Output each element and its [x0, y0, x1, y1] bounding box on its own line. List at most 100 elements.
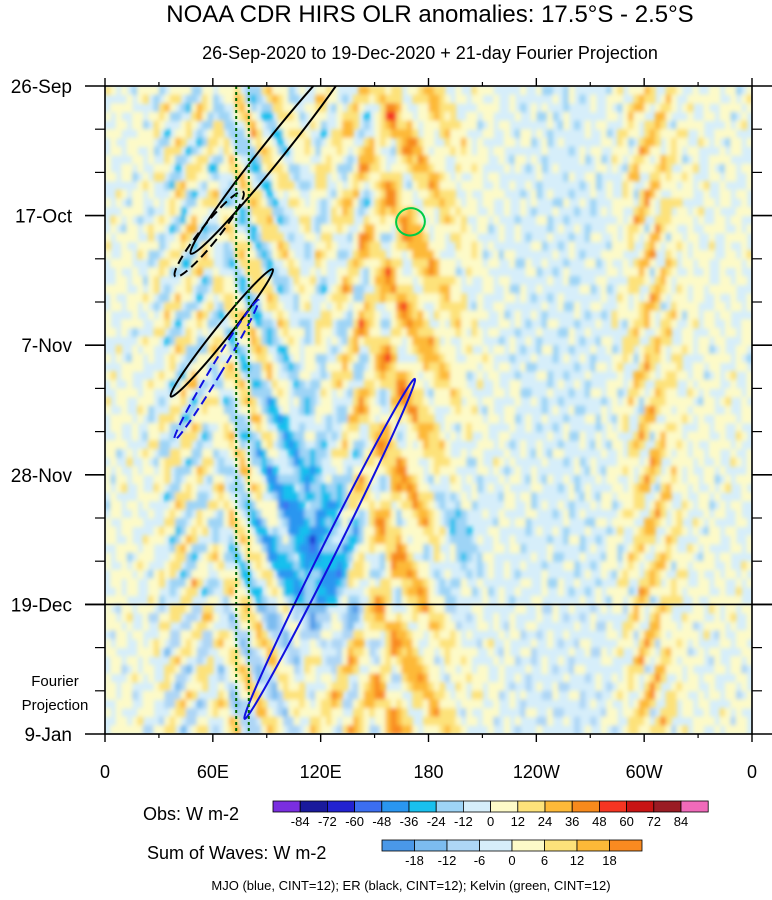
field-cell: [665, 111, 672, 122]
field-cell: [708, 552, 715, 562]
field-cell: [115, 284, 122, 294]
field-cell: [628, 103, 634, 113]
field-cell: [628, 388, 634, 398]
field-cell: [617, 129, 624, 139]
field-cell: [239, 207, 246, 217]
field-cell: [406, 431, 413, 441]
field-cell: [703, 267, 710, 277]
field-cell: [239, 284, 246, 294]
field-cell: [406, 310, 413, 320]
field-cell: [390, 241, 397, 251]
field-cell: [175, 578, 182, 588]
field-cell: [272, 129, 279, 139]
field-cell: [482, 431, 489, 441]
field-cell: [196, 111, 203, 122]
field-cell: [234, 94, 241, 104]
field-cell: [638, 543, 645, 554]
field-cell: [385, 595, 392, 605]
field-cell: [611, 224, 618, 234]
field-cell: [304, 336, 311, 346]
field-cell: [439, 120, 446, 130]
chart-title: NOAA CDR HIRS OLR anomalies: 17.5°S - 2.…: [166, 1, 693, 28]
field-cell: [444, 518, 451, 528]
field-cell: [423, 621, 430, 631]
field-cell: [358, 483, 365, 493]
field-cell: [574, 561, 581, 571]
field-cell: [299, 146, 306, 156]
field-cell: [282, 163, 289, 173]
field-cell: [579, 146, 586, 156]
field-cell: [514, 111, 521, 122]
field-cell: [234, 414, 241, 424]
field-cell: [293, 388, 300, 398]
field-cell: [169, 431, 176, 441]
field-cell: [390, 215, 397, 225]
field-cell: [428, 518, 435, 528]
field-cell: [266, 111, 273, 122]
field-cell: [466, 232, 473, 243]
field-cell: [293, 198, 300, 208]
field-cell: [460, 457, 467, 467]
field-cell: [169, 379, 176, 389]
field-cell: [288, 543, 295, 554]
field-cell: [595, 587, 602, 597]
field-cell: [396, 388, 403, 398]
field-cell: [353, 250, 359, 260]
field-cell: [212, 181, 219, 191]
field-cell: [153, 284, 160, 294]
field-cell: [175, 474, 182, 484]
field-cell: [137, 483, 144, 493]
field-cell: [417, 492, 424, 502]
field-cell: [541, 587, 548, 597]
field-cell: [401, 397, 408, 407]
field-cell: [665, 86, 672, 96]
field-cell: [703, 258, 710, 268]
field-cell: [649, 630, 656, 640]
field-cell: [406, 111, 413, 122]
field-cell: [363, 155, 370, 165]
field-cell: [158, 414, 165, 424]
field-cell: [536, 189, 543, 199]
field-cell: [331, 163, 338, 173]
field-cell: [714, 621, 721, 631]
field-cell: [654, 457, 661, 467]
field-cell: [606, 111, 613, 122]
field-cell: [541, 345, 548, 355]
field-cell: [649, 388, 656, 398]
field-cell: [169, 189, 176, 199]
field-cell: [671, 129, 678, 139]
field-cell: [514, 474, 521, 484]
field-cell: [342, 336, 349, 346]
field-cell: [423, 94, 430, 104]
field-cell: [638, 327, 645, 338]
field-cell: [272, 613, 279, 623]
field-cell: [412, 258, 419, 268]
field-cell: [336, 181, 343, 191]
field-cell: [261, 526, 268, 536]
field-cell: [417, 319, 424, 329]
field-cell: [342, 302, 349, 312]
field-cell: [385, 103, 392, 113]
field-cell: [746, 207, 752, 217]
field-cell: [557, 302, 564, 312]
field-cell: [509, 595, 516, 605]
field-cell: [498, 595, 505, 605]
field-cell: [595, 155, 602, 165]
field-cell: [547, 552, 554, 562]
field-cell: [288, 336, 295, 346]
field-cell: [142, 345, 149, 355]
field-cell: [514, 232, 521, 243]
field-cell: [406, 561, 413, 571]
field-cell: [509, 630, 516, 640]
field-cell: [288, 621, 295, 631]
field-cell: [450, 414, 457, 424]
field-cell: [450, 327, 457, 338]
field-cell: [115, 500, 122, 510]
field-cell: [164, 466, 171, 476]
field-cell: [110, 423, 117, 433]
field-cell: [681, 371, 688, 381]
field-cell: [380, 371, 386, 381]
field-cell: [433, 639, 440, 649]
field-cell: [385, 492, 392, 502]
field-cell: [234, 509, 241, 519]
